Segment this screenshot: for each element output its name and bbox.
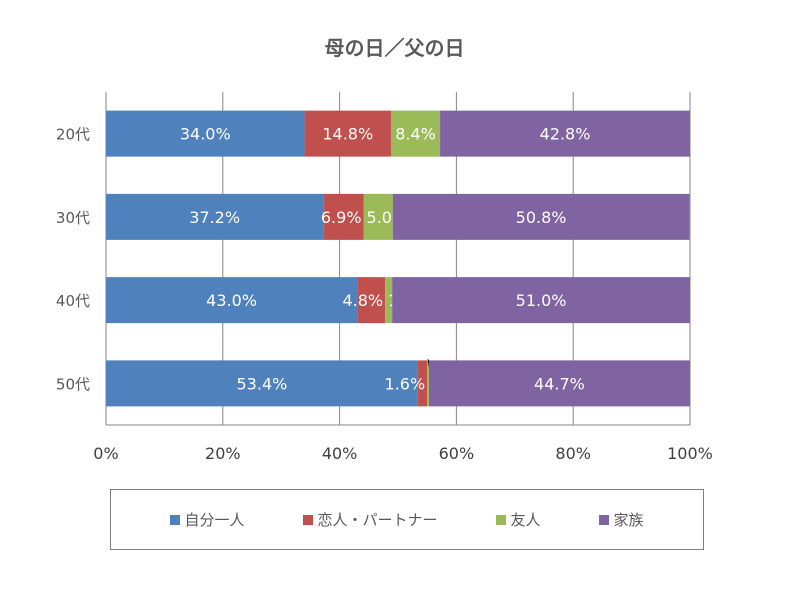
- bar-segment: [392, 277, 690, 324]
- bar-segment: [390, 110, 441, 157]
- data-label: 43.0%: [206, 291, 257, 310]
- bar-segment: [427, 360, 429, 407]
- y-tick-label: 40代: [56, 292, 90, 310]
- x-tick-label: 80%: [555, 444, 591, 463]
- bar-segment: [106, 277, 358, 324]
- legend-item: 恋人・パートナー: [303, 509, 438, 530]
- bar-segment: [357, 277, 386, 324]
- data-label: 6.9%: [321, 208, 362, 227]
- y-tick-label: 50代: [56, 375, 90, 393]
- legend-item: 家族: [599, 509, 644, 530]
- x-tick-label: 60%: [439, 444, 475, 463]
- chart-title: 母の日／父の日: [324, 36, 465, 60]
- data-label: 53.4%: [237, 374, 288, 393]
- data-label: 51.0%: [516, 291, 567, 310]
- legend-swatch: [170, 514, 181, 525]
- data-label: 8.4%: [395, 125, 436, 144]
- bar-segment: [323, 193, 364, 240]
- legend-swatch: [303, 514, 314, 525]
- bar-segment: [417, 360, 428, 407]
- data-label: 50.8%: [516, 208, 567, 227]
- x-tick-label: 40%: [322, 444, 358, 463]
- bar-segment: [428, 360, 690, 407]
- bar-segment: [304, 110, 391, 157]
- data-label: 42.8%: [540, 125, 591, 144]
- bar-segment: [363, 193, 393, 240]
- data-label: 4.8%: [342, 291, 383, 310]
- legend: 自分一人 恋人・パートナー 友人 家族: [110, 489, 704, 550]
- bar-segment: [106, 360, 418, 407]
- x-tick-label: 20%: [205, 444, 241, 463]
- data-label: 14.8%: [322, 125, 373, 144]
- data-label: 37.2%: [189, 208, 240, 227]
- bar-segment: [385, 277, 393, 324]
- legend-label: 自分一人: [184, 511, 245, 529]
- bar-segment: [106, 110, 305, 157]
- y-tick-label: 30代: [56, 209, 90, 227]
- data-label: 1.6%: [385, 374, 426, 393]
- legend-swatch: [496, 514, 507, 525]
- legend-item: 自分一人: [170, 509, 245, 530]
- data-label: 44.7%: [534, 374, 585, 393]
- x-tick-label: 0%: [93, 444, 118, 463]
- bar-segment: [392, 193, 690, 240]
- legend-item: 友人: [496, 509, 541, 530]
- data-label: 34.0%: [180, 125, 231, 144]
- bar-segment: [106, 193, 324, 240]
- legend-swatch: [599, 514, 610, 525]
- y-tick-label: 20代: [56, 126, 90, 144]
- legend-label: 家族: [613, 511, 644, 529]
- x-tick-label: 100%: [667, 444, 713, 463]
- legend-label: 友人: [510, 511, 541, 529]
- legend-label: 恋人・パートナー: [317, 511, 438, 529]
- bar-segment: [440, 110, 690, 157]
